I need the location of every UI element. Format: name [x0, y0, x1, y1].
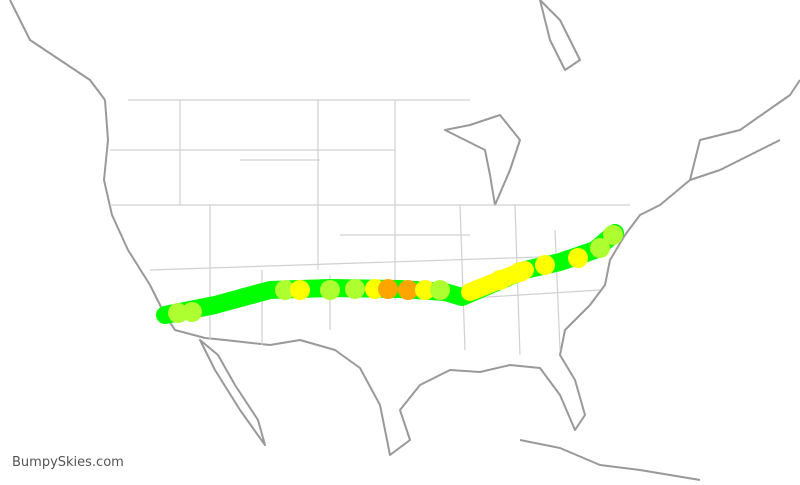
marker: [590, 238, 610, 258]
flight-route: [156, 224, 624, 324]
watermark: BumpySkies.com: [12, 455, 124, 470]
turbulence-markers: [168, 225, 623, 323]
route-line: [156, 224, 624, 324]
marker: [568, 248, 588, 268]
marker: [535, 255, 555, 275]
marker: [415, 280, 435, 300]
marker: [430, 280, 450, 300]
marker: [603, 225, 623, 245]
marker: [345, 279, 365, 299]
marker: [182, 302, 202, 322]
marker: [510, 262, 530, 282]
marker: [490, 270, 510, 290]
marker: [378, 279, 398, 299]
marker: [320, 280, 340, 300]
marker: [275, 280, 295, 300]
marker: [398, 280, 418, 300]
marker: [290, 280, 310, 300]
coastline: [9, 0, 800, 481]
